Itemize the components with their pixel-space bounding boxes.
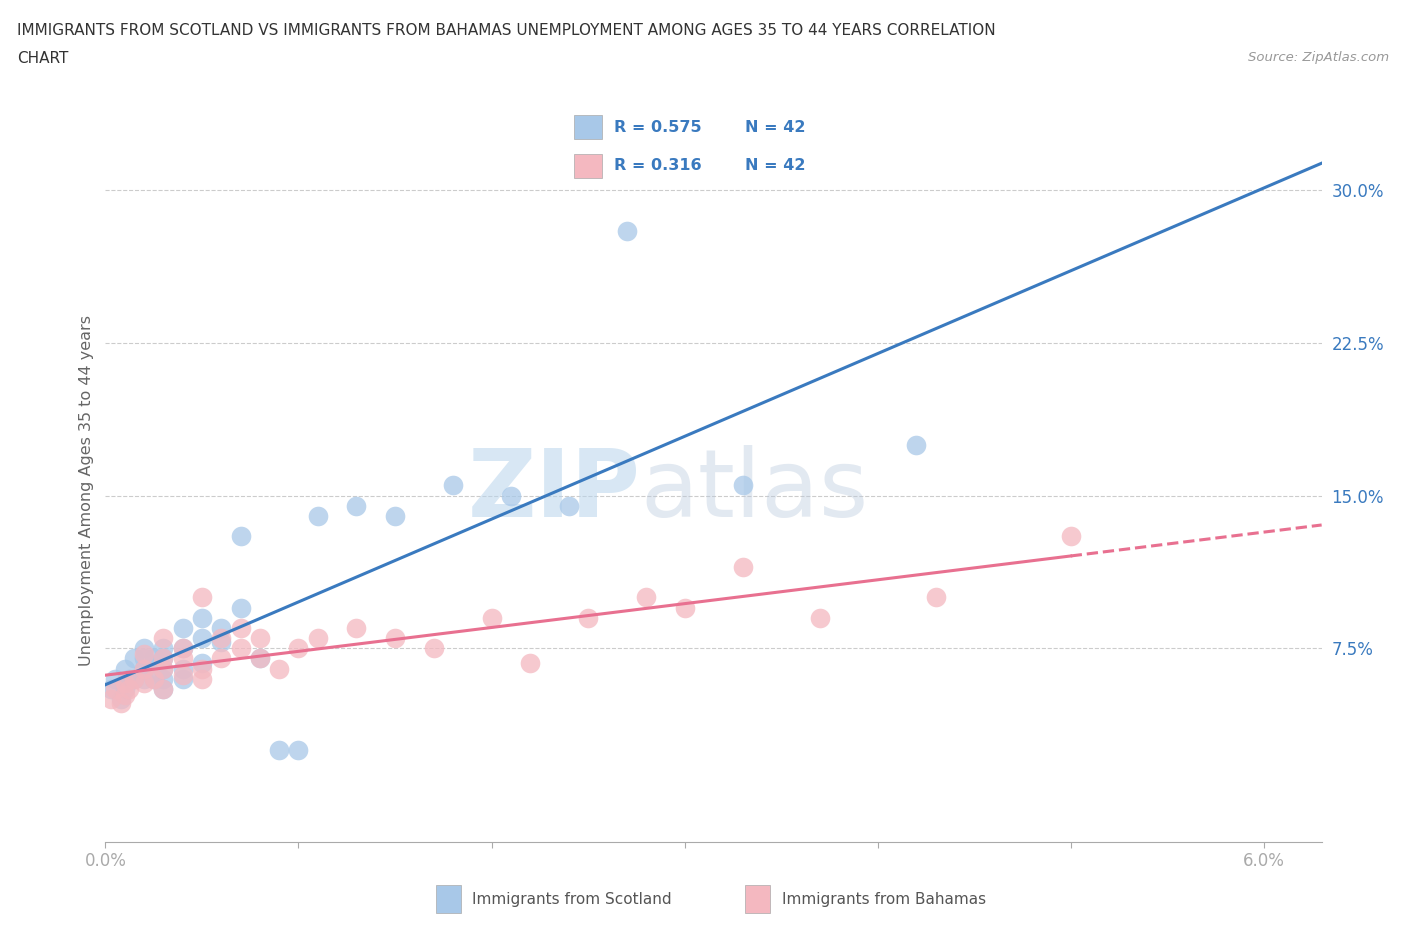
Point: [616, 223, 638, 238]
Point: [384, 509, 406, 524]
Point: [172, 668, 194, 683]
Point: [152, 682, 174, 697]
Point: [132, 651, 155, 666]
Point: [152, 651, 174, 666]
Point: [481, 610, 503, 625]
Point: [229, 600, 252, 615]
Point: [249, 631, 271, 645]
Point: [384, 631, 406, 645]
Point: [249, 651, 271, 666]
Point: [209, 620, 232, 635]
Point: [114, 675, 136, 690]
Point: [132, 661, 155, 676]
Point: [172, 671, 194, 686]
Text: IMMIGRANTS FROM SCOTLAND VS IMMIGRANTS FROM BAHAMAS UNEMPLOYMENT AMONG AGES 35 T: IMMIGRANTS FROM SCOTLAND VS IMMIGRANTS F…: [17, 23, 995, 38]
Point: [191, 661, 214, 676]
Point: [152, 631, 174, 645]
Text: Immigrants from Scotland: Immigrants from Scotland: [472, 892, 672, 907]
Point: [132, 641, 155, 656]
Point: [344, 620, 367, 635]
Text: ZIP: ZIP: [468, 445, 641, 537]
Point: [229, 641, 252, 656]
Point: [191, 655, 214, 670]
Point: [142, 671, 165, 686]
Text: CHART: CHART: [17, 51, 69, 66]
Text: atlas: atlas: [641, 445, 869, 537]
Point: [152, 661, 174, 676]
Point: [100, 692, 122, 707]
Point: [172, 620, 194, 635]
Point: [673, 600, 696, 615]
Point: [124, 671, 146, 686]
Text: R = 0.316: R = 0.316: [614, 158, 702, 173]
Point: [209, 651, 232, 666]
Point: [124, 651, 146, 666]
Point: [104, 671, 127, 686]
Point: [100, 682, 122, 697]
Point: [499, 488, 522, 503]
Text: N = 42: N = 42: [745, 120, 806, 135]
Point: [172, 641, 194, 656]
Y-axis label: Unemployment Among Ages 35 to 44 years: Unemployment Among Ages 35 to 44 years: [79, 315, 94, 666]
Point: [191, 671, 214, 686]
Text: R = 0.575: R = 0.575: [614, 120, 702, 135]
Point: [172, 641, 194, 656]
Point: [422, 641, 444, 656]
Point: [344, 498, 367, 513]
Point: [191, 590, 214, 604]
FancyBboxPatch shape: [574, 114, 602, 140]
Point: [152, 651, 174, 666]
Point: [191, 631, 214, 645]
Point: [142, 671, 165, 686]
Point: [1060, 529, 1083, 544]
Point: [558, 498, 581, 513]
Point: [441, 478, 464, 493]
Point: [519, 655, 541, 670]
Point: [731, 478, 754, 493]
Point: [307, 509, 329, 524]
Point: [287, 641, 309, 656]
Point: [172, 651, 194, 666]
Point: [634, 590, 657, 604]
Point: [808, 610, 831, 625]
Point: [132, 671, 155, 686]
Point: [104, 682, 127, 697]
Point: [114, 682, 136, 697]
Point: [269, 661, 291, 676]
Text: Immigrants from Bahamas: Immigrants from Bahamas: [782, 892, 986, 907]
Point: [152, 671, 174, 686]
Point: [117, 682, 139, 697]
Point: [924, 590, 946, 604]
Point: [142, 651, 165, 666]
Point: [229, 620, 252, 635]
Point: [114, 661, 136, 676]
FancyBboxPatch shape: [574, 153, 602, 179]
Point: [191, 610, 214, 625]
Point: [731, 560, 754, 575]
Text: N = 42: N = 42: [745, 158, 806, 173]
Point: [209, 631, 232, 645]
Point: [110, 692, 132, 707]
Point: [905, 437, 928, 452]
Point: [152, 682, 174, 697]
Point: [269, 743, 291, 758]
Point: [249, 651, 271, 666]
Point: [229, 529, 252, 544]
Point: [576, 610, 599, 625]
Point: [132, 675, 155, 690]
Point: [132, 661, 155, 676]
Point: [110, 696, 132, 711]
Point: [152, 641, 174, 656]
Point: [209, 635, 232, 650]
Point: [124, 671, 146, 686]
Point: [132, 647, 155, 662]
Point: [152, 661, 174, 676]
Text: Source: ZipAtlas.com: Source: ZipAtlas.com: [1249, 51, 1389, 64]
Point: [172, 661, 194, 676]
Point: [114, 687, 136, 702]
Point: [117, 671, 139, 686]
Point: [307, 631, 329, 645]
Point: [287, 743, 309, 758]
